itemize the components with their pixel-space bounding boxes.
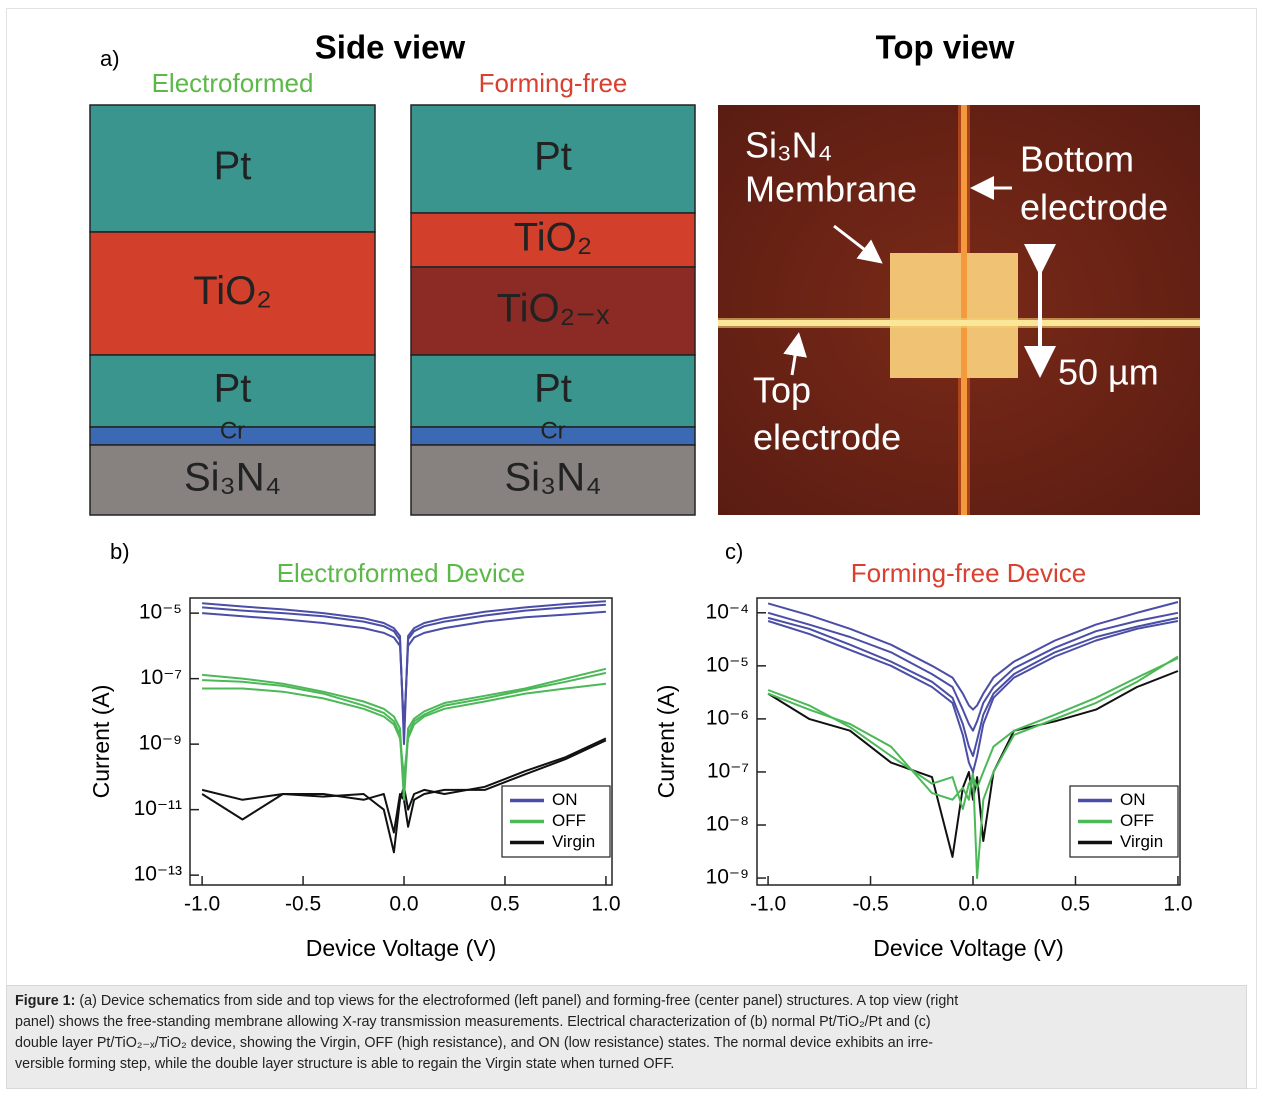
x-axis-label: Device Voltage (V) — [873, 935, 1063, 961]
photo-label: Si₃N₄ — [745, 125, 832, 166]
y-axis-label: Current (A) — [88, 685, 114, 799]
caption-line: versible forming step, while the double … — [15, 1054, 1238, 1075]
caption-line: panel) shows the free-standing membrane … — [15, 1012, 1238, 1033]
layer-label: Pt — [214, 367, 252, 411]
schematics: Electroformed Pt TiO₂ Pt Cr Si₃N₄ Forming-free… — [90, 68, 695, 515]
curve — [768, 613, 1178, 731]
y-tick-label: 10⁻⁶ — [706, 706, 749, 729]
curve — [202, 612, 606, 729]
y-tick-label: 10⁻¹³ — [134, 863, 182, 886]
figure: a) Side view Top view Electroformed Pt TiO… — [0, 0, 1265, 985]
legend-label: Virgin — [552, 832, 595, 851]
x-tick-label: 0.0 — [958, 893, 987, 916]
legend-label: OFF — [1120, 811, 1154, 830]
layer-label: TiO₂ — [514, 216, 592, 260]
top-electrode — [718, 320, 1200, 326]
curve — [768, 621, 1178, 772]
y-tick-label: 10⁻⁷ — [707, 759, 749, 782]
y-tick-label: 10⁻⁹ — [706, 866, 749, 889]
layer-label: Si₃N₄ — [504, 456, 601, 500]
bottom-electrode — [961, 105, 967, 515]
photo-label: electrode — [753, 417, 901, 458]
chart-title: Electroformed Device — [277, 558, 526, 588]
legend-label: ON — [1120, 790, 1146, 809]
photo-label: Top — [753, 370, 811, 411]
panel-label: c) — [725, 539, 743, 564]
panel-label: a) — [100, 46, 120, 71]
x-tick-label: -1.0 — [184, 893, 220, 916]
x-tick-label: -0.5 — [852, 893, 888, 916]
y-tick-label: 10⁻⁵ — [706, 653, 749, 676]
layer-label: Pt — [214, 144, 252, 188]
y-tick-label: 10⁻⁴ — [706, 600, 749, 623]
layer-label: Pt — [534, 367, 572, 411]
legend-label: ON — [552, 790, 578, 809]
y-axis-label: Current (A) — [653, 685, 679, 799]
layer-label: TiO₂ — [193, 269, 271, 313]
stack-title: Electroformed — [152, 68, 314, 98]
caption-label: Figure 1: — [15, 993, 75, 1009]
caption-text: double layer Pt/TiO₂₋ₓ/TiO₂ device, show… — [15, 1035, 933, 1051]
x-tick-label: -1.0 — [750, 893, 786, 916]
chart-title: Forming-free Device — [851, 558, 1087, 588]
caption-text: panel) shows the free-standing membrane … — [15, 1014, 931, 1030]
caption-text: versible forming step, while the double … — [15, 1056, 674, 1072]
y-tick-label: 10⁻⁸ — [706, 813, 749, 836]
photo-label: 50 µm — [1058, 352, 1159, 393]
stack-title: Forming-free — [479, 68, 628, 98]
x-tick-label: -0.5 — [285, 893, 321, 916]
layer-label: TiO₂₋ₓ — [497, 287, 611, 331]
photo-label: Membrane — [745, 169, 917, 210]
x-tick-label: 1.0 — [1163, 893, 1192, 916]
side-view-title: Side view — [315, 29, 466, 66]
y-tick-label: 10⁻⁵ — [139, 601, 182, 624]
photo-label: electrode — [1020, 187, 1168, 228]
legend-label: Virgin — [1120, 832, 1163, 851]
caption-line: double layer Pt/TiO₂₋ₓ/TiO₂ device, show… — [15, 1033, 1238, 1054]
layer-label: Si₃N₄ — [184, 456, 281, 500]
y-tick-label: 10⁻¹¹ — [134, 797, 182, 820]
layer-label: Cr — [540, 417, 565, 444]
caption-text: (a) Device schematics from side and top … — [79, 993, 958, 1009]
x-axis-label: Device Voltage (V) — [306, 935, 496, 961]
x-tick-label: 0.5 — [490, 893, 519, 916]
photo-label: Bottom — [1020, 139, 1134, 180]
membrane — [890, 253, 1018, 378]
x-tick-label: 1.0 — [591, 893, 620, 916]
x-tick-label: 0.0 — [389, 893, 418, 916]
layer-label: Pt — [534, 135, 572, 179]
page: {"panel_a": { "label": "a)", "side_view_… — [0, 0, 1265, 1097]
caption: Figure 1:(a) Device schematics from side… — [6, 985, 1247, 1089]
x-tick-label: 0.5 — [1061, 893, 1090, 916]
caption-line: Figure 1:(a) Device schematics from side… — [15, 991, 1238, 1012]
layer-label: Cr — [220, 417, 245, 444]
y-tick-label: 10⁻⁷ — [140, 666, 182, 689]
top-view-title: Top view — [876, 29, 1015, 66]
legend-label: OFF — [552, 811, 586, 830]
y-tick-label: 10⁻⁹ — [139, 732, 182, 755]
panel-label: b) — [110, 539, 130, 564]
top-view-photo: Si₃N₄ Membrane Bottom electrode Top elec… — [718, 105, 1200, 515]
